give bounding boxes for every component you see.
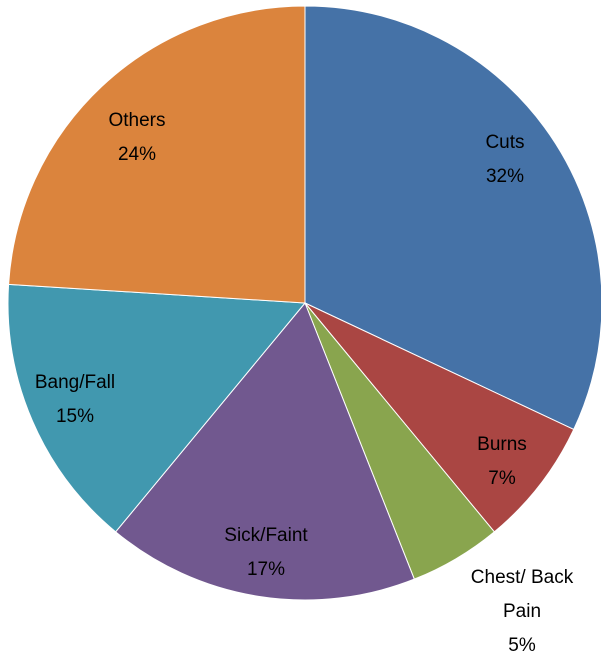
value-label: 7% — [488, 468, 516, 489]
category-label: Bang/Fall — [34, 372, 116, 393]
category-label: Chest/ Back Pain — [470, 567, 574, 622]
value-label: 5% — [508, 635, 536, 656]
category-label: Cuts — [485, 132, 525, 153]
pie-slice — [114, 302, 415, 601]
slice-label: Burns 7% — [432, 428, 572, 496]
slice-label: Cuts 32% — [435, 126, 575, 194]
pie-slice — [304, 302, 575, 533]
value-label: 32% — [485, 166, 525, 187]
slice-label: Others 24% — [67, 104, 207, 172]
value-label: 17% — [246, 559, 286, 580]
slice-label: Chest/ Back Pain 5% — [452, 561, 592, 663]
category-label: Burns — [477, 434, 527, 455]
value-label: 15% — [55, 406, 95, 427]
value-label: 24% — [117, 144, 157, 165]
category-label: Others — [108, 110, 166, 131]
pie-slice — [7, 283, 307, 533]
pie-slice — [304, 5, 601, 431]
pie-slice — [8, 5, 306, 304]
slice-label: Sick/Faint 17% — [196, 519, 336, 587]
slice-label: Bang/Fall 15% — [5, 366, 145, 434]
category-label: Sick/Faint — [224, 525, 308, 546]
